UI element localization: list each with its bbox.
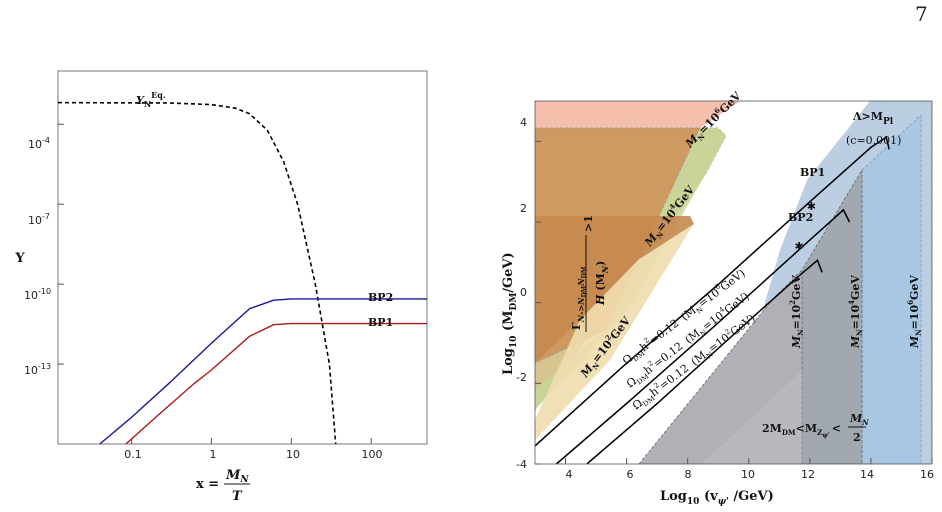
gamma-denominator: H(MN) — [594, 261, 610, 306]
left-x-axis-label: x = — [196, 477, 219, 492]
x-tick-label: 10 — [286, 448, 300, 461]
kinematic-condition-den: 2 — [853, 431, 861, 444]
x-tick-label: 16 — [920, 468, 934, 481]
left-x-label-den: T — [232, 489, 243, 504]
x-tick-label: 6 — [627, 468, 634, 481]
left-ticks — [58, 123, 372, 444]
x-tick-label: 8 — [685, 468, 692, 481]
series-line-bp2 — [99, 298, 427, 444]
region-gamma-mn2-light — [535, 224, 694, 440]
region-mn2-b — [702, 370, 802, 464]
x-tick-label: 4 — [566, 468, 573, 481]
y-tick-label: 0 — [520, 286, 527, 299]
y-tick-label: 2 — [520, 202, 527, 215]
x-tick-label: 12 — [801, 468, 815, 481]
lambda-mpl-label: Λ>MPl — [852, 110, 894, 127]
relic-curve-mn6 — [535, 136, 890, 447]
y-tick-label: 10-13 — [24, 362, 51, 377]
right-y-axis-label: Log10 (MDM/GeV) — [501, 252, 519, 375]
relic-curve-mn4 — [555, 208, 851, 464]
y-tick-label: 10-4 — [28, 136, 50, 151]
gamma-condition-label: ΓN->NDMNDM H(MN) >1 — [570, 215, 610, 332]
kinematic-condition-label: 2MDM<MZψ'< — [762, 422, 841, 439]
right-plot-frame — [534, 100, 933, 465]
lambda-c-label: (c=0.001) — [846, 134, 901, 147]
x-tick-label: 100 — [362, 448, 383, 461]
bp2-point-label: BP2 — [788, 211, 813, 224]
x-tick-label: 14 — [860, 468, 874, 481]
y-tick-label: 10-7 — [28, 212, 50, 227]
left-chart: 10-4 10-7 10-10 10-13 0.1 1 10 100 Y x =… — [14, 70, 428, 504]
gamma-gt-one: >1 — [582, 215, 595, 232]
x-tick-label: 0.1 — [124, 448, 142, 461]
bp1-point-label: BP1 — [800, 166, 825, 179]
vertical-mn2-label: MN=102GeV — [788, 275, 805, 349]
vertical-mn4-label: MN=104GeV — [847, 275, 864, 349]
relic-curve-mn2 — [586, 259, 823, 464]
y-tick-label: -2 — [516, 371, 527, 384]
bp2-series-label: BP2 — [368, 291, 393, 304]
y-tick-label: 10-10 — [24, 287, 51, 302]
left-x-label-num: MN — [225, 468, 249, 485]
region-gamma-mn4-green — [535, 128, 726, 410]
series-line-bp1 — [125, 322, 427, 444]
right-chart: ✱ ✱ BP1 BP2 4 6 8 10 12 14 16 -4 -2 0 2 … — [501, 89, 934, 507]
y-tick-label: -4 — [516, 458, 527, 471]
left-y-axis-label: Y — [14, 251, 25, 266]
bp1-series-label: BP1 — [368, 316, 393, 329]
left-plot-frame — [57, 70, 428, 445]
eq-series-label: YNEq. — [136, 90, 166, 109]
bp1-point: ✱ — [807, 200, 816, 213]
kinematic-condition-num: MN — [849, 412, 869, 427]
right-ticks — [535, 140, 933, 465]
x-tick-label: 1 — [210, 448, 217, 461]
y-tick-label: 4 — [520, 116, 527, 129]
x-tick-label: 10 — [741, 468, 755, 481]
page-number: 7 — [915, 2, 928, 26]
region-gamma-mn2-dark — [535, 216, 694, 363]
series-line-eq — [58, 101, 337, 444]
bp2-point: ✱ — [795, 240, 804, 253]
region-gamma-mn6 — [535, 101, 740, 128]
right-x-axis-label: Log10 (vψ' /GeV) — [660, 489, 774, 507]
vertical-mn6-label: MN=106GeV — [906, 275, 923, 349]
gamma-numerator: ΓN->NDMNDM — [570, 266, 588, 330]
